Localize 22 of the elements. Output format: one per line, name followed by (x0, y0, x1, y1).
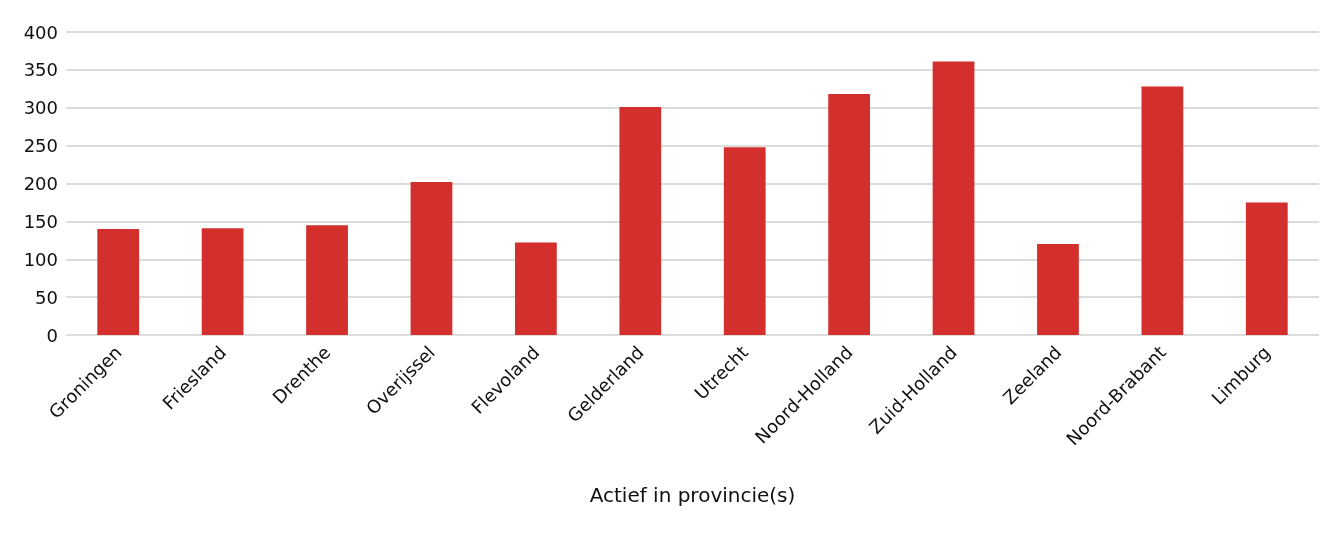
y-tick-label: 400 (23, 21, 58, 43)
y-tick-label: 150 (23, 210, 58, 232)
y-tick-label: 100 (23, 248, 58, 270)
bar (97, 228, 140, 335)
x-axis-title: Actief in provincie(s) (589, 483, 796, 507)
y-tick-label: 0 (46, 324, 58, 346)
bar (723, 147, 766, 335)
y-tick-label: 250 (23, 135, 58, 157)
bar (1037, 244, 1079, 335)
y-tick-label: 300 (23, 97, 58, 119)
bar (306, 225, 348, 335)
bar (410, 181, 453, 335)
y-tick-label: 350 (23, 59, 58, 81)
bar (201, 228, 244, 335)
bar (828, 94, 871, 335)
bar (514, 242, 557, 335)
y-tick-label: 50 (35, 286, 58, 308)
bar (619, 106, 662, 335)
bar (1141, 86, 1184, 335)
bar (932, 61, 975, 335)
bar (1245, 202, 1288, 335)
y-tick-label: 200 (23, 173, 58, 194)
